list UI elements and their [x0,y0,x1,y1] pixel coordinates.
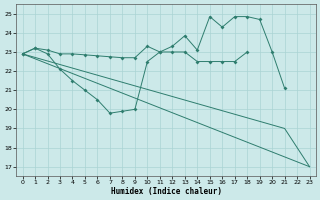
X-axis label: Humidex (Indice chaleur): Humidex (Indice chaleur) [111,187,221,196]
